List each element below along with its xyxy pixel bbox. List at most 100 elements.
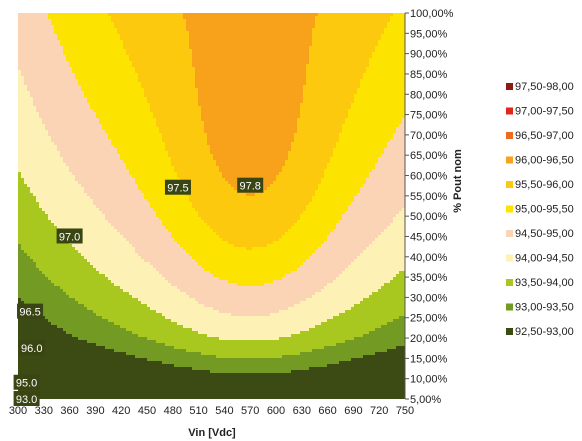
contour-cell: [324, 55, 328, 59]
contour-cell: [21, 127, 25, 131]
contour-cell: [294, 82, 298, 86]
contour-cell: [45, 73, 49, 77]
contour-cell: [144, 34, 148, 38]
contour-cell: [30, 103, 34, 107]
contour-cell: [330, 79, 334, 83]
contour-cell: [261, 124, 265, 128]
contour-cell: [81, 46, 85, 50]
contour-cell: [270, 28, 274, 32]
contour-cell: [159, 88, 163, 92]
contour-cell: [195, 82, 199, 86]
contour-cell: [249, 55, 253, 59]
contour-cell: [150, 70, 154, 74]
contour-cell: [57, 13, 61, 17]
contour-cell: [324, 70, 328, 74]
contour-cell: [225, 97, 229, 101]
contour-cell: [363, 46, 367, 50]
contour-cell: [54, 76, 58, 80]
contour-cell: [240, 61, 244, 65]
contour-cell: [324, 13, 328, 17]
contour-cell: [93, 22, 97, 26]
contour-cell: [213, 115, 217, 119]
contour-cell: [300, 100, 304, 104]
contour-cell: [300, 82, 304, 86]
contour-cell: [198, 37, 202, 41]
contour-cell: [138, 49, 142, 53]
contour-cell: [264, 76, 268, 80]
contour-cell: [297, 118, 301, 122]
contour-cell: [252, 55, 256, 59]
contour-cell: [78, 40, 82, 44]
contour-cell: [192, 61, 196, 65]
contour-cell: [300, 40, 304, 44]
contour-cell: [318, 49, 322, 53]
contour-cell: [18, 112, 22, 116]
contour-cell: [378, 25, 382, 29]
contour-cell: [96, 22, 100, 26]
contour-cell: [189, 22, 193, 26]
contour-cell: [375, 19, 379, 23]
contour-cell: [273, 61, 277, 65]
contour-cell: [72, 31, 76, 35]
contour-cell: [45, 109, 49, 113]
contour-cell: [21, 70, 25, 74]
contour-cell: [396, 25, 400, 29]
contour-cell: [249, 124, 253, 128]
contour-cell: [300, 85, 304, 89]
contour-cell: [390, 94, 394, 98]
contour-cell: [153, 22, 157, 26]
contour-cell: [24, 97, 28, 101]
contour-cell: [93, 67, 97, 71]
contour-cell: [51, 13, 55, 17]
contour-cell: [261, 19, 265, 23]
contour-cell: [279, 97, 283, 101]
contour-cell: [153, 49, 157, 53]
contour-cell: [24, 16, 28, 20]
contour-cell: [249, 34, 253, 38]
contour-cell: [306, 73, 310, 77]
contour-cell: [18, 49, 22, 53]
contour-cell: [348, 28, 352, 32]
contour-cell: [126, 25, 130, 29]
contour-cell: [339, 49, 343, 53]
contour-cell: [378, 22, 382, 26]
contour-cell: [81, 97, 85, 101]
contour-cell: [21, 109, 25, 113]
contour-cell: [273, 79, 277, 83]
contour-cell: [207, 64, 211, 68]
contour-cell: [72, 121, 76, 125]
contour-cell: [96, 16, 100, 20]
contour-cell: [147, 121, 151, 125]
contour-cell: [195, 13, 199, 17]
contour-cell: [240, 112, 244, 116]
contour-cell: [237, 82, 241, 86]
contour-cell: [357, 64, 361, 68]
contour-cell: [186, 55, 190, 59]
contour-cell: [78, 94, 82, 98]
contour-cell: [270, 49, 274, 53]
contour-cell: [204, 61, 208, 65]
contour-cell: [321, 31, 325, 35]
contour-cell: [252, 61, 256, 65]
contour-cell: [240, 64, 244, 68]
contour-cell: [99, 58, 103, 62]
contour-cell: [279, 124, 283, 128]
contour-cell: [216, 127, 220, 131]
contour-cell: [354, 112, 358, 116]
contour-cell: [360, 112, 364, 116]
contour-cell: [258, 64, 262, 68]
contour-cell: [399, 91, 403, 95]
contour-cell: [384, 109, 388, 113]
contour-cell: [81, 16, 85, 20]
contour-cell: [69, 43, 73, 47]
contour-cell: [186, 124, 190, 128]
contour-cell: [45, 52, 49, 56]
contour-cell: [60, 100, 64, 104]
contour-cell: [279, 40, 283, 44]
contour-cell: [222, 73, 226, 77]
contour-cell: [327, 28, 331, 32]
contour-cell: [129, 64, 133, 68]
contour-cell: [312, 82, 316, 86]
contour-cell: [63, 121, 67, 125]
contour-cell: [75, 94, 79, 98]
